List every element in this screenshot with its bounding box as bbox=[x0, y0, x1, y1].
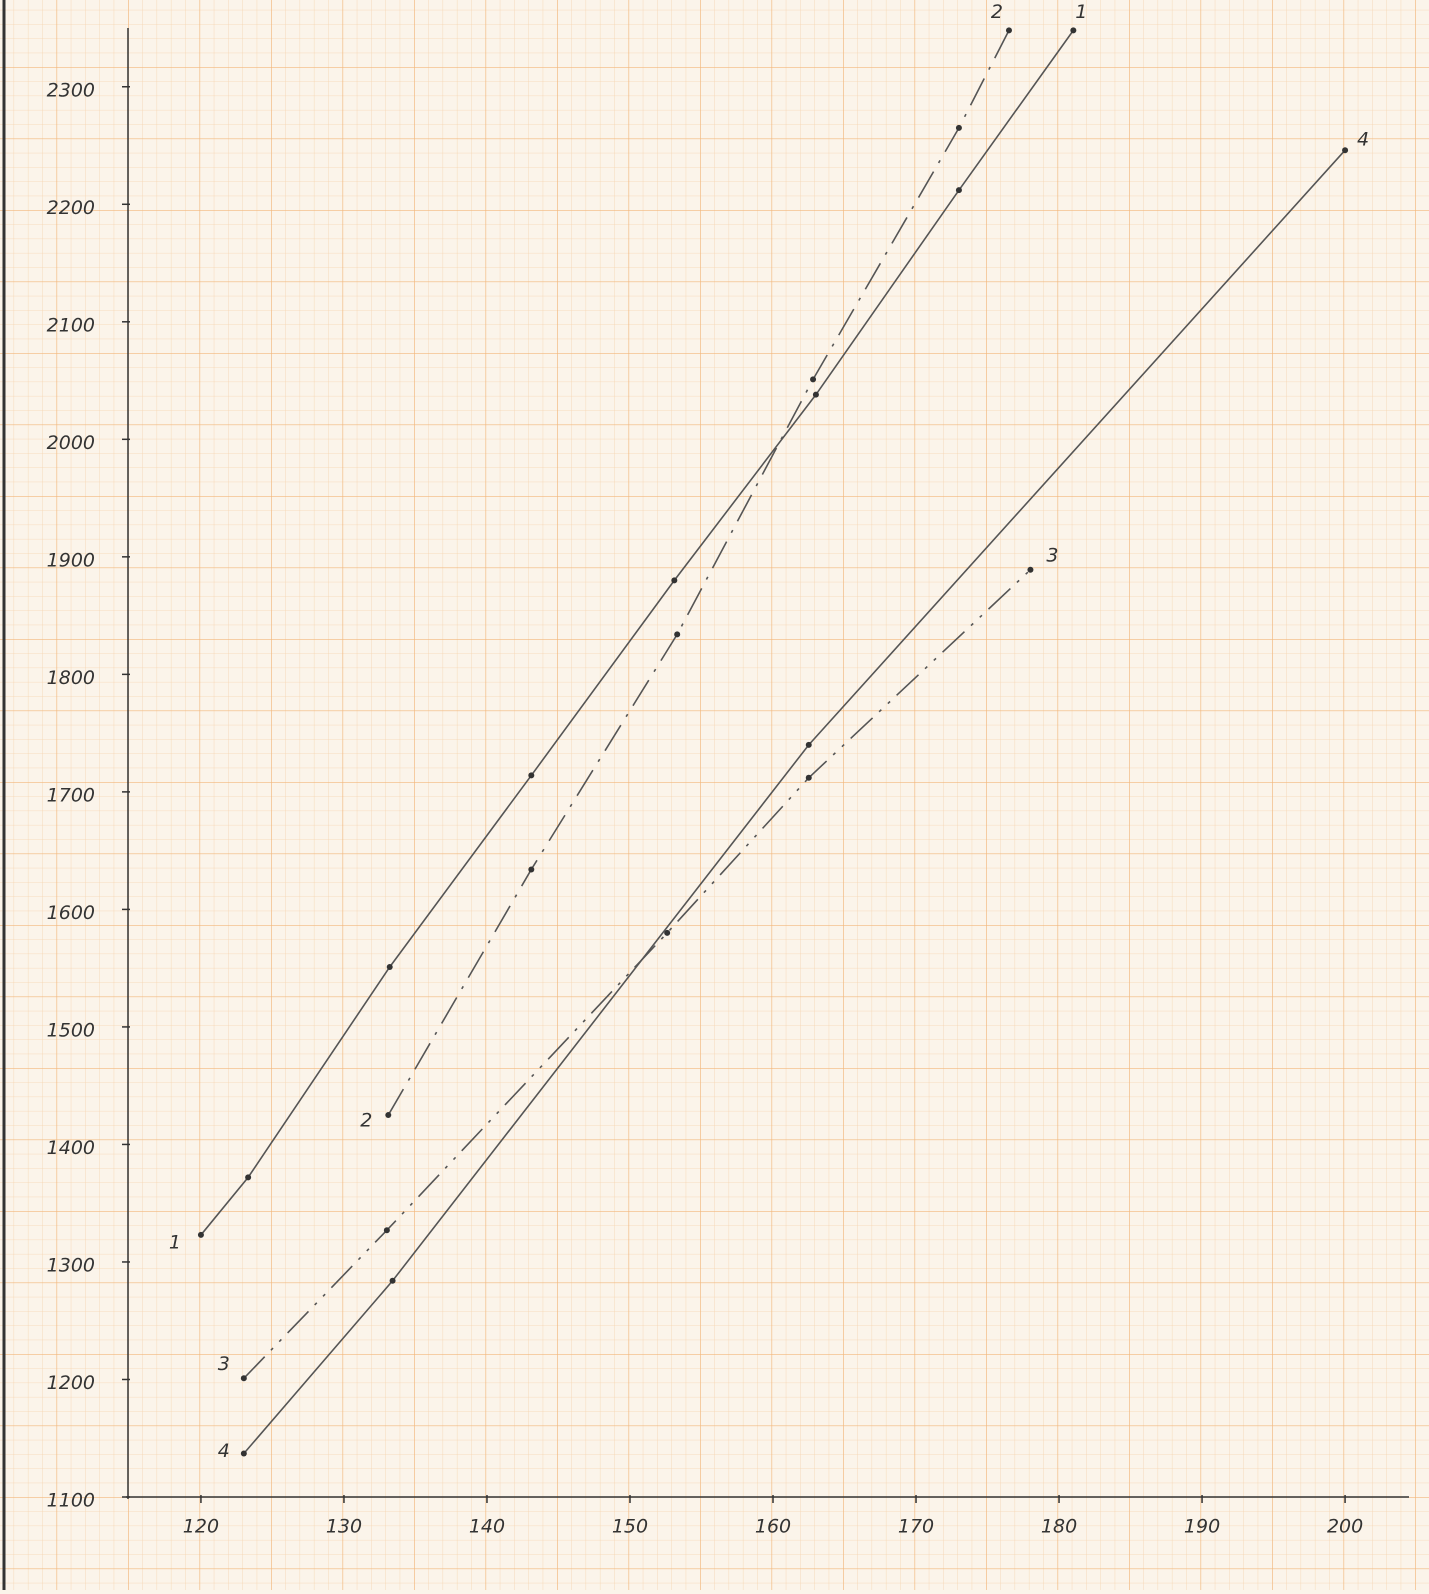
x-tick-label: 130 bbox=[326, 1516, 362, 1538]
data-point bbox=[674, 631, 681, 638]
data-point bbox=[245, 1174, 252, 1181]
data-point bbox=[1027, 566, 1034, 573]
data-point bbox=[386, 963, 393, 970]
data-point bbox=[383, 1227, 390, 1234]
y-tick-label: 1400 bbox=[47, 1137, 95, 1159]
y-tick-label: 2300 bbox=[47, 79, 95, 101]
data-point bbox=[1070, 27, 1077, 34]
x-tick-label: 150 bbox=[612, 1516, 648, 1538]
data-point bbox=[810, 376, 817, 383]
data-point bbox=[1005, 27, 1012, 34]
y-tick-label: 1900 bbox=[47, 549, 95, 571]
x-tick-label: 160 bbox=[755, 1516, 791, 1538]
y-tick-label: 2000 bbox=[47, 432, 95, 454]
y-tick-label: 1500 bbox=[47, 1019, 95, 1041]
data-point bbox=[385, 1112, 392, 1119]
data-point bbox=[1342, 147, 1349, 154]
data-point bbox=[528, 772, 535, 779]
y-tick-label: 1300 bbox=[47, 1254, 95, 1276]
y-tick-label: 1100 bbox=[47, 1490, 95, 1512]
data-point bbox=[664, 929, 671, 936]
series-label: 2 bbox=[991, 1, 1003, 23]
x-tick-label: 170 bbox=[898, 1516, 934, 1538]
series-label: 1 bbox=[1075, 1, 1087, 23]
series-label: 4 bbox=[218, 1440, 230, 1462]
x-tick-label: 200 bbox=[1327, 1516, 1363, 1538]
data-point bbox=[955, 187, 962, 194]
series-line bbox=[200, 29, 1074, 1236]
data-point bbox=[240, 1450, 247, 1457]
data-point bbox=[528, 866, 535, 873]
data-point bbox=[389, 1277, 396, 1284]
series-line bbox=[243, 149, 1346, 1455]
data-point bbox=[812, 391, 819, 398]
y-tick-label: 2100 bbox=[47, 314, 95, 336]
series-line bbox=[243, 569, 1031, 1379]
x-tick-label: 120 bbox=[183, 1516, 219, 1538]
series-label: 2 bbox=[360, 1110, 372, 1132]
series-label: 4 bbox=[1357, 129, 1369, 151]
x-tick-label: 140 bbox=[469, 1516, 505, 1538]
data-point bbox=[197, 1231, 204, 1238]
x-tick-label: 190 bbox=[1184, 1516, 1220, 1538]
x-tick-label: 180 bbox=[1041, 1516, 1077, 1538]
y-tick-label: 1200 bbox=[47, 1372, 95, 1394]
data-point bbox=[805, 774, 812, 781]
series-label: 1 bbox=[169, 1231, 181, 1253]
data-point bbox=[240, 1375, 247, 1382]
series-line bbox=[387, 29, 1010, 1116]
series-label: 3 bbox=[218, 1353, 230, 1375]
series-label: 3 bbox=[1046, 544, 1058, 566]
y-tick-label: 2200 bbox=[47, 197, 95, 219]
data-point bbox=[805, 741, 812, 748]
y-tick-label: 1600 bbox=[47, 902, 95, 924]
y-tick-label: 1700 bbox=[47, 784, 95, 806]
y-tick-label: 1800 bbox=[47, 667, 95, 689]
data-point bbox=[671, 577, 678, 584]
data-point bbox=[955, 124, 962, 131]
